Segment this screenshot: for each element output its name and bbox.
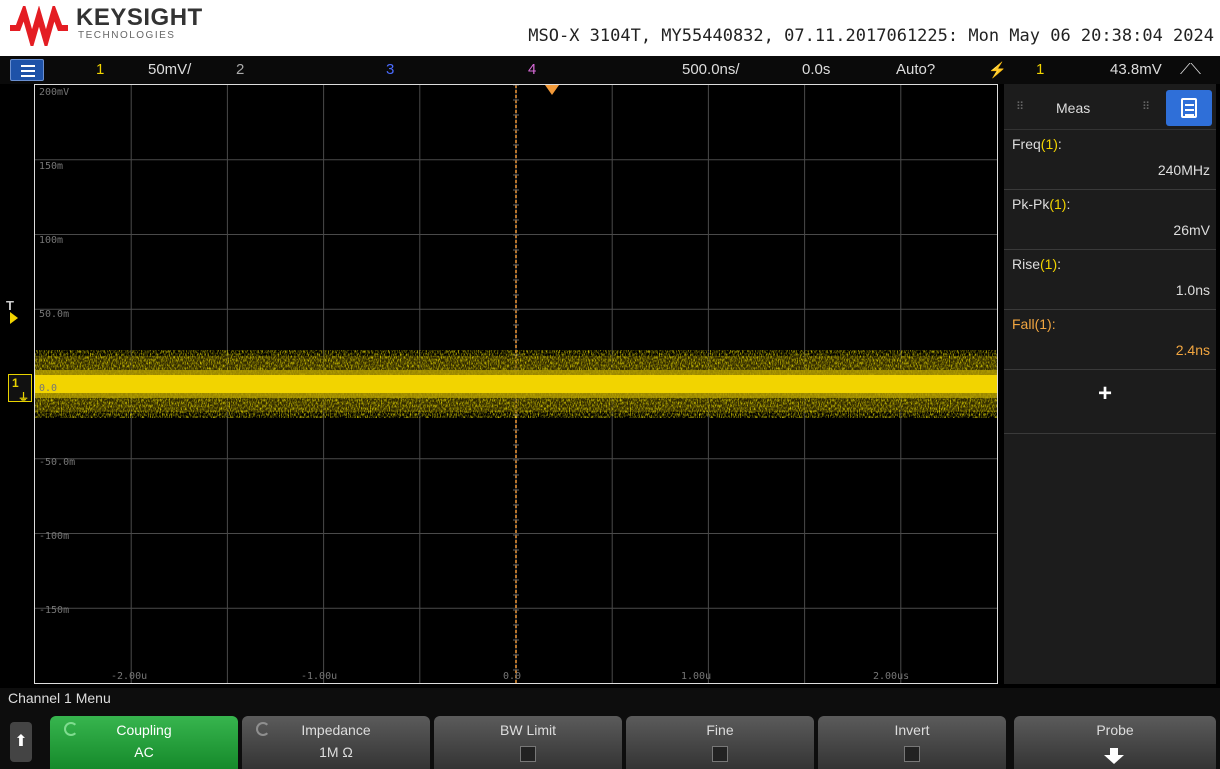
impedance-softkey[interactable]: Impedance 1M Ω: [242, 716, 430, 769]
channel1-trace: [35, 375, 997, 393]
graticule-grid: [35, 85, 997, 683]
softkey-label: Probe: [1096, 722, 1134, 738]
x-label: 0.0: [503, 671, 522, 682]
measurement-name: Fall(1):: [1012, 316, 1056, 332]
invert-checkbox[interactable]: [904, 746, 920, 762]
trigger-position-marker[interactable]: [545, 85, 559, 95]
y-label: 200mV: [39, 87, 70, 98]
menu-title: Channel 1 Menu: [8, 690, 111, 706]
trigger-source[interactable]: 1: [1036, 61, 1045, 78]
measurement-panel-title: Meas: [1056, 100, 1091, 116]
softkey-label: Impedance: [301, 722, 371, 738]
softkey-menu: Channel 1 Menu ⬆ Coupling AC Impedance 1…: [0, 688, 1220, 769]
ch2-number[interactable]: 2: [236, 61, 245, 78]
main-menu-button[interactable]: [10, 59, 44, 81]
measurement-value: 2.4ns: [1175, 342, 1210, 358]
panel-menu-button[interactable]: [1166, 90, 1212, 126]
trigger-level-label: T: [6, 298, 14, 313]
measurement-fall[interactable]: Fall(1): 2.4ns: [1004, 310, 1216, 370]
header-bar: KEYSIGHT TECHNOLOGIES MSO-X 3104T, MY554…: [0, 0, 1220, 56]
x-label: -1.00u: [301, 671, 338, 682]
softkey-value: 1M Ω: [319, 744, 353, 760]
softkey-label: Coupling: [116, 722, 172, 738]
status-bar: 1 50mV/ 2 3 4 500.0ns/ 0.0s Auto? ⚡ 1 43…: [0, 56, 1220, 84]
trigger-level[interactable]: 43.8mV: [1110, 61, 1162, 78]
drag-handle-icon[interactable]: ⠿: [1016, 101, 1025, 113]
bw-limit-checkbox[interactable]: [520, 746, 536, 762]
add-measurement-button[interactable]: +: [1004, 370, 1216, 434]
scope-display: 200mV 150m 100m 50.0m 0.0 -50.0m -100m -…: [0, 84, 1220, 688]
ch3-number[interactable]: 3: [386, 61, 395, 78]
menu-back-button[interactable]: ⬆: [10, 722, 32, 762]
brand-name: KEYSIGHT: [76, 4, 203, 31]
brand-subtitle: TECHNOLOGIES: [78, 30, 176, 41]
time-delay[interactable]: 0.0s: [802, 61, 831, 78]
measurement-value: 26mV: [1173, 222, 1210, 238]
measurement-name: Freq(1):: [1012, 136, 1062, 152]
run-status-icon: ⟋⟍: [1180, 61, 1202, 78]
y-label: 50.0m: [39, 309, 70, 320]
measurement-name: Rise(1):: [1012, 256, 1062, 272]
measurement-name: Pk-Pk(1):: [1012, 196, 1071, 212]
plus-icon: +: [1098, 380, 1113, 407]
softkey-label: BW Limit: [500, 722, 556, 738]
measurement-value: 1.0ns: [1175, 282, 1210, 298]
y-label: -150m: [39, 605, 70, 616]
bw-limit-softkey[interactable]: BW Limit: [434, 716, 622, 769]
measurement-pk-pk[interactable]: Pk-Pk(1): 26mV: [1004, 190, 1216, 250]
measurement-value: 240MHz: [1157, 162, 1210, 178]
softkey-label: Invert: [894, 722, 930, 738]
arrow-down-icon: [1104, 748, 1124, 764]
measurement-rise[interactable]: Rise(1): 1.0ns: [1004, 250, 1216, 310]
y-label: 0.0: [39, 383, 58, 394]
keysight-logo-icon: [10, 6, 68, 46]
measurement-panel: ⠿ Meas ⠿ Freq(1): 240MHz Pk-Pk(1): 26mV …: [1004, 84, 1216, 684]
ch1-ground-marker[interactable]: 1 ⏚: [8, 374, 32, 404]
instrument-info: MSO-X 3104T, MY55440832, 07.11.201706122…: [528, 26, 1214, 46]
ch1-number[interactable]: 1: [96, 61, 105, 78]
fine-checkbox[interactable]: [712, 746, 728, 762]
y-label: 100m: [39, 235, 64, 246]
measurement-panel-header: ⠿ Meas ⠿: [1004, 84, 1216, 130]
softkey-value: AC: [134, 744, 154, 760]
drag-handle-icon[interactable]: ⠿: [1142, 101, 1151, 113]
trigger-mode[interactable]: Auto?: [896, 61, 936, 78]
y-label: 150m: [39, 161, 64, 172]
x-label: 1.00u: [681, 671, 712, 682]
ch1-scale[interactable]: 50mV/: [148, 61, 192, 78]
waveform-graticule[interactable]: 200mV 150m 100m 50.0m 0.0 -50.0m -100m -…: [34, 84, 998, 684]
timebase-scale[interactable]: 500.0ns/: [682, 61, 740, 78]
fine-softkey[interactable]: Fine: [626, 716, 814, 769]
y-label: -50.0m: [39, 457, 76, 468]
cycle-icon: [256, 722, 270, 736]
y-label: -100m: [39, 531, 70, 542]
x-label: 2.00us: [873, 671, 910, 682]
x-label: -2.00u: [111, 671, 148, 682]
cycle-icon: [64, 722, 78, 736]
trigger-level-marker[interactable]: [10, 312, 18, 324]
arrow-up-icon: ⬆: [14, 733, 28, 750]
ch4-number[interactable]: 4: [528, 61, 537, 78]
ground-icon: ⏚: [18, 392, 29, 404]
coupling-softkey[interactable]: Coupling AC: [50, 716, 238, 769]
measurement-freq[interactable]: Freq(1): 240MHz: [1004, 130, 1216, 190]
ch1-ground-number: 1: [12, 376, 19, 390]
invert-softkey[interactable]: Invert: [818, 716, 1006, 769]
trigger-edge-icon: ⚡: [988, 62, 1007, 79]
softkey-label: Fine: [706, 722, 734, 738]
probe-softkey[interactable]: Probe: [1014, 716, 1216, 769]
